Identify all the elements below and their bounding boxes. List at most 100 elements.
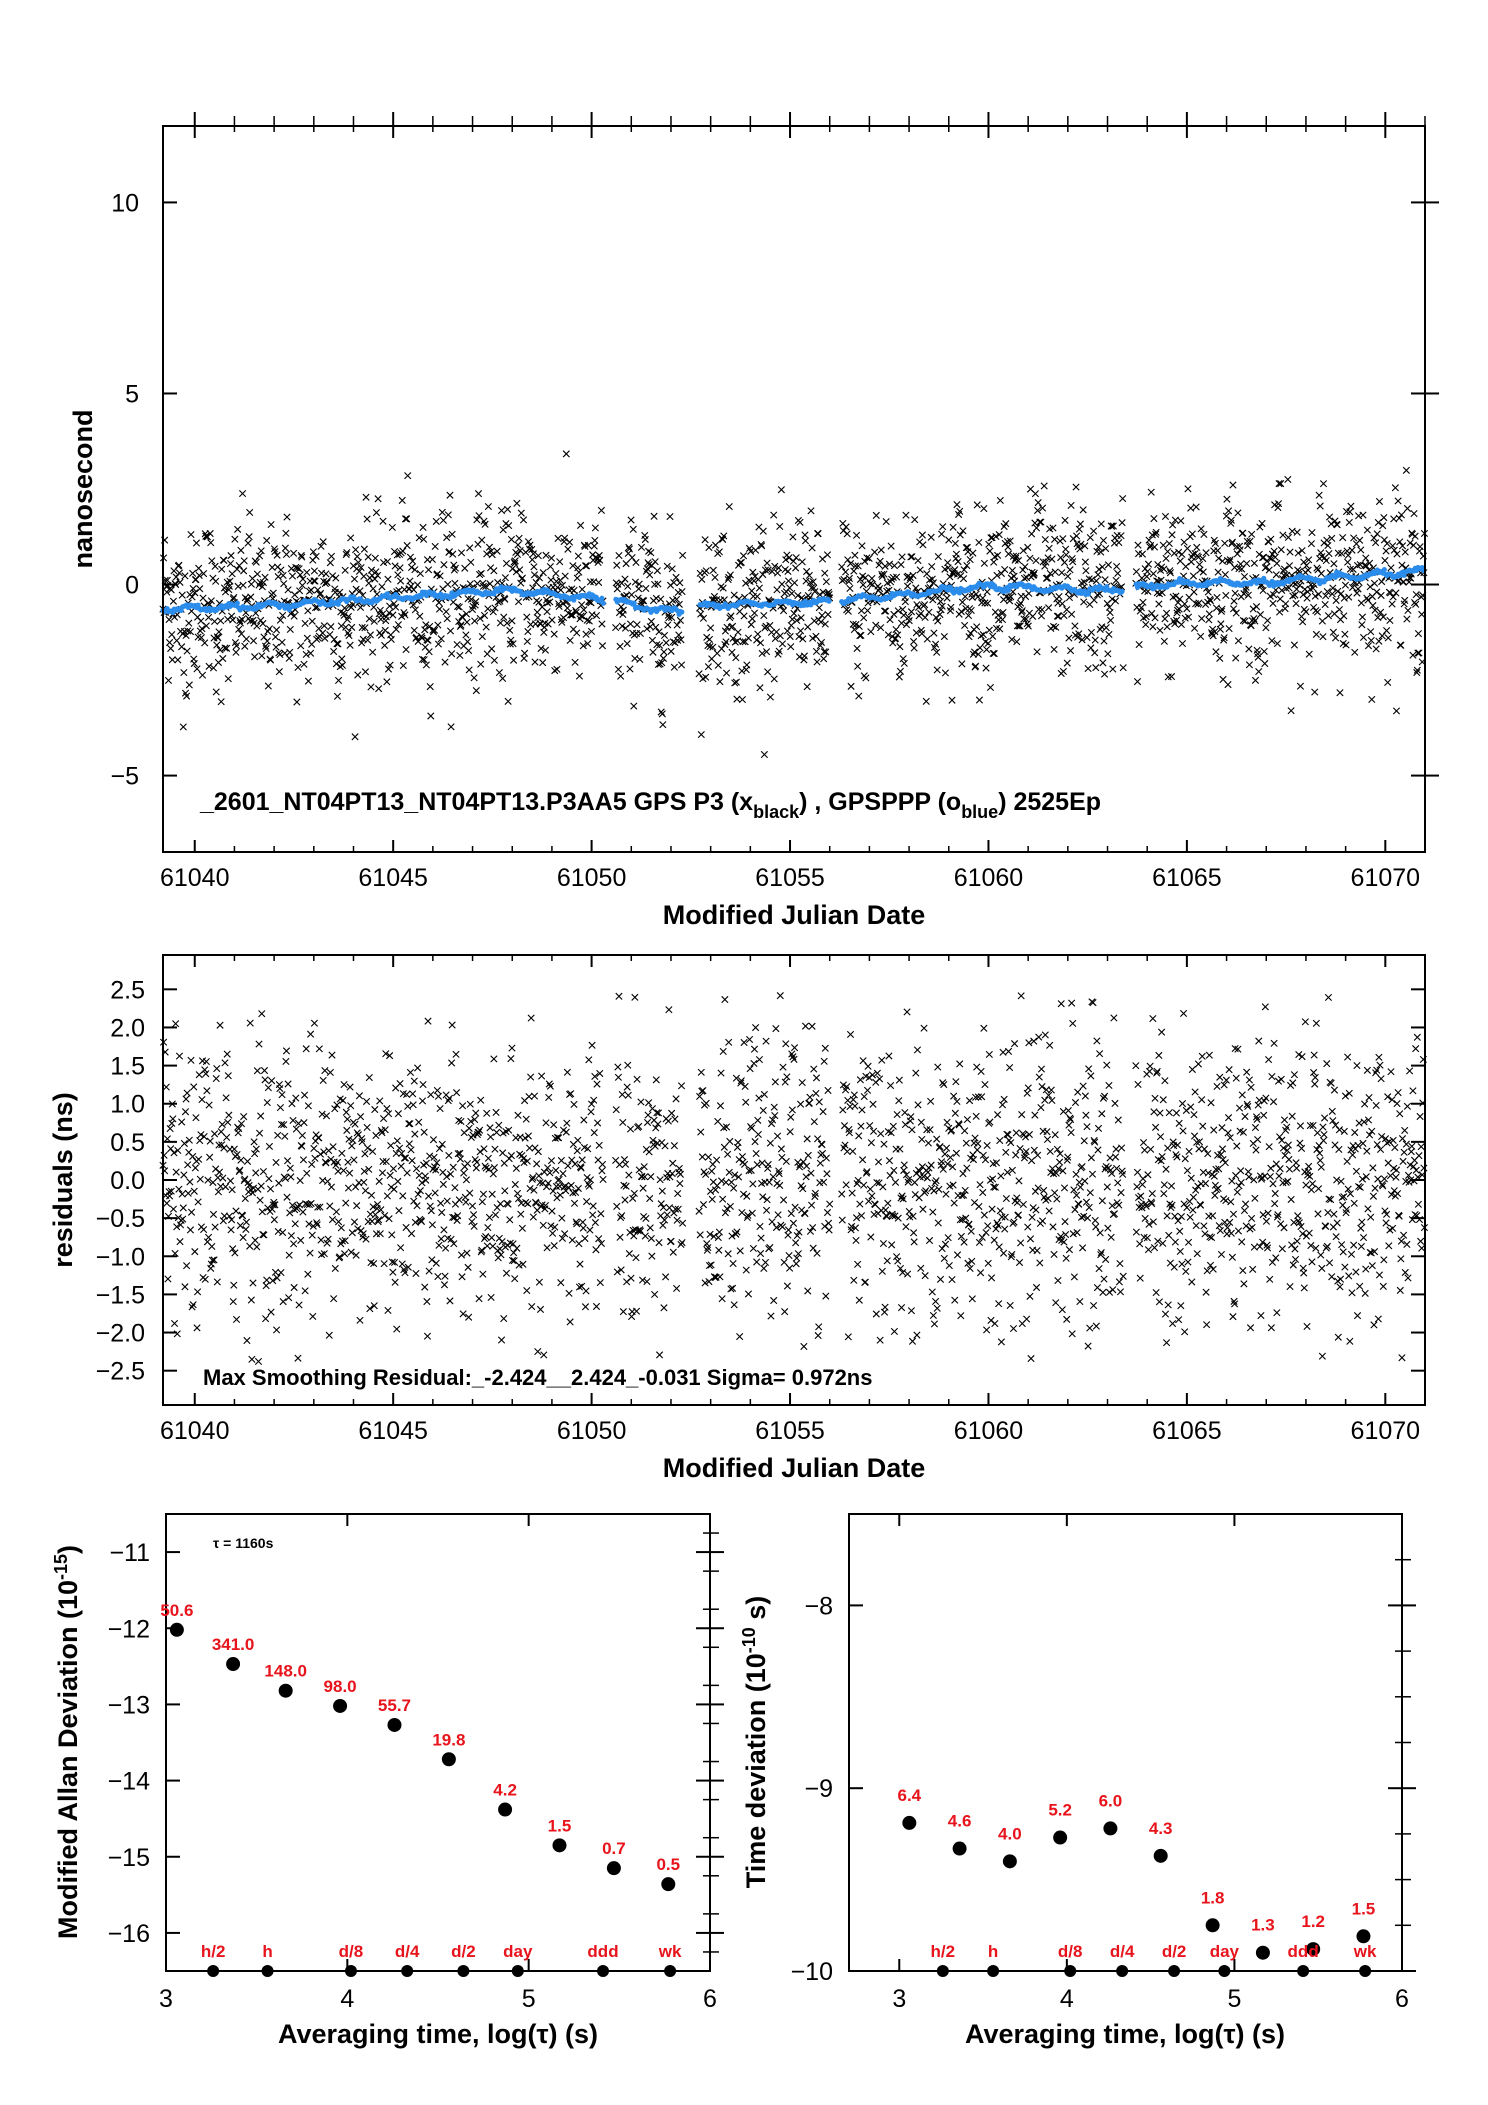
- x-marker: [1094, 571, 1102, 579]
- x-marker: [528, 556, 536, 564]
- x-marker: [665, 1204, 674, 1212]
- x-marker: [1057, 1000, 1065, 1008]
- x-marker: [1134, 541, 1142, 549]
- x-marker: [1245, 645, 1253, 653]
- x-marker: [405, 1120, 413, 1128]
- x-marker: [857, 631, 865, 639]
- x-marker: [255, 1129, 264, 1137]
- x-marker: [1370, 579, 1379, 587]
- x-marker: [536, 1305, 545, 1313]
- x-marker: [552, 1182, 561, 1191]
- x-marker: [178, 643, 186, 651]
- x-marker: [1363, 594, 1371, 602]
- x-marker: [1023, 1089, 1031, 1097]
- x-marker: [856, 632, 864, 640]
- x-marker: [1380, 514, 1388, 522]
- x-marker: [591, 1218, 599, 1227]
- x-marker: [507, 535, 516, 544]
- x-marker: [169, 597, 178, 605]
- x-marker: [434, 621, 442, 629]
- x-marker: [193, 1288, 202, 1296]
- x-marker: [242, 1225, 250, 1233]
- x-marker: [466, 1100, 474, 1108]
- x-marker: [754, 1116, 762, 1124]
- x-marker: [1186, 1213, 1194, 1221]
- x-marker: [1173, 1153, 1181, 1161]
- x-marker: [714, 661, 722, 669]
- x-marker: [1169, 521, 1177, 529]
- x-marker: [858, 1156, 867, 1164]
- x-marker: [1041, 535, 1049, 544]
- x-marker: [310, 1144, 318, 1153]
- x-marker: [396, 577, 405, 585]
- x-marker: [1096, 1050, 1104, 1058]
- x-marker: [1059, 667, 1067, 676]
- x-marker: [1158, 1028, 1166, 1036]
- x-marker: [1376, 608, 1385, 616]
- x-marker: [529, 1213, 537, 1221]
- x-marker: [946, 1153, 954, 1162]
- x-marker: [996, 496, 1004, 505]
- x-marker: [491, 604, 499, 612]
- x-marker: [850, 1276, 858, 1284]
- x-marker: [1002, 1195, 1010, 1203]
- x-marker: [562, 1128, 570, 1136]
- x-marker: [739, 1190, 748, 1198]
- x-marker: [936, 610, 944, 619]
- x-marker: [903, 1270, 912, 1278]
- x-marker: [340, 611, 348, 620]
- x-marker: [246, 508, 254, 517]
- x-marker: [254, 1357, 263, 1366]
- x-marker: [482, 582, 490, 591]
- x-marker: [511, 557, 519, 565]
- x-marker: [856, 1076, 864, 1084]
- x-marker: [643, 1118, 652, 1127]
- x-marker: [1231, 589, 1239, 597]
- x-marker: [422, 661, 430, 669]
- x-marker: [800, 652, 809, 660]
- x-marker: [1339, 534, 1347, 542]
- x-marker: [953, 501, 961, 509]
- x-marker: [654, 580, 662, 588]
- x-marker: [1246, 537, 1254, 545]
- x-marker: [672, 573, 680, 581]
- x-marker: [1323, 588, 1331, 596]
- x-marker: [899, 655, 907, 663]
- x-marker: [1363, 526, 1371, 534]
- x-marker: [1102, 624, 1110, 632]
- x-marker: [410, 1077, 418, 1085]
- x-marker: [1340, 594, 1348, 602]
- x-marker: [437, 635, 445, 643]
- x-marker: [1062, 551, 1070, 559]
- x-marker: [1075, 1200, 1083, 1208]
- x-marker: [553, 1133, 562, 1142]
- x-marker: [597, 1210, 605, 1218]
- x-marker: [327, 552, 336, 560]
- x-marker: [172, 1168, 180, 1176]
- x-marker: [796, 627, 805, 635]
- x-marker: [646, 1224, 654, 1232]
- x-marker: [890, 610, 898, 618]
- x-marker: [406, 1120, 414, 1128]
- x-marker: [369, 648, 377, 656]
- x-marker: [1034, 506, 1042, 515]
- x-marker: [191, 1248, 199, 1256]
- x-marker: [653, 567, 661, 575]
- x-marker: [619, 1308, 627, 1316]
- x-marker: [533, 1160, 541, 1168]
- x-marker: [1067, 501, 1075, 510]
- x-marker: [1178, 639, 1187, 648]
- x-marker: [351, 1120, 359, 1128]
- x-marker: [990, 1236, 998, 1244]
- x-marker: [528, 545, 536, 554]
- annotation-sub-2: blue: [961, 802, 998, 822]
- x-marker: [200, 1133, 208, 1141]
- x-marker: [1042, 574, 1050, 582]
- x-marker: [1411, 532, 1419, 540]
- x-marker: [396, 564, 404, 572]
- x-marker: [1081, 1177, 1089, 1185]
- x-tick-label: 61050: [557, 864, 627, 892]
- x-marker: [927, 1161, 935, 1169]
- x-marker: [322, 570, 330, 578]
- x-marker: [253, 1067, 261, 1075]
